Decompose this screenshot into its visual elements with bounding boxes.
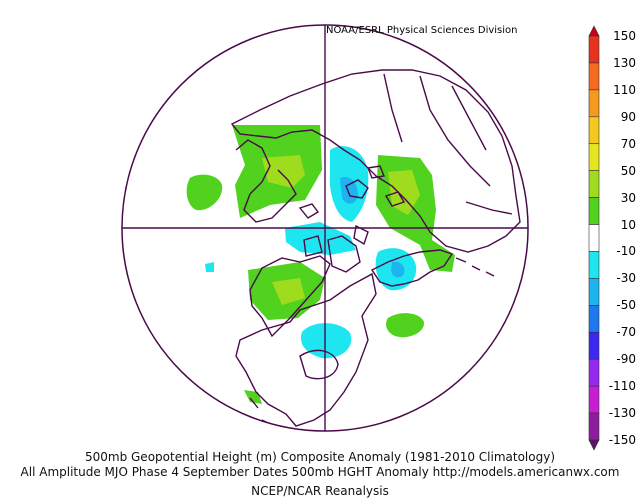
- colorbar-swatch: [588, 278, 600, 306]
- colorbar-top-arrow: [588, 25, 600, 37]
- colorbar-swatch: [588, 412, 600, 441]
- colorbar-swatch: [588, 224, 600, 252]
- europe-coast: [235, 139, 297, 223]
- colorbar-swatch: [588, 305, 600, 333]
- negative-anomaly-region: [300, 323, 352, 359]
- colorbar-tick-label: -130: [608, 406, 636, 421]
- positive-anomaly-core: [272, 278, 305, 305]
- map-title-line3: NCEP/NCAR Reanalysis: [251, 484, 389, 498]
- colorbar-tick-label: -30: [616, 271, 636, 286]
- colorbar-tick-label: 130: [613, 55, 636, 70]
- colorbar-swatch: [588, 331, 600, 360]
- colorbar-tick-label: 30: [620, 190, 636, 205]
- negative-anomaly-core: [391, 261, 405, 278]
- colorbar-tick-label: -70: [616, 325, 636, 340]
- positive-anomaly-core: [262, 155, 305, 188]
- positive-anomaly-region: [386, 313, 425, 338]
- colorbar-tick-label: -110: [608, 379, 636, 394]
- negative-anomaly-region: [205, 262, 214, 272]
- arctic-islands-coast: [345, 165, 406, 207]
- colorbar-swatch: [588, 197, 600, 225]
- credit-text: NOAA/ESRL Physical Sciences Division: [326, 25, 518, 36]
- colorbar-swatch: [588, 358, 600, 387]
- alaska-coast: [370, 249, 454, 287]
- greenland-coast: [249, 255, 331, 338]
- colorbar-tick-label: -10: [616, 244, 636, 259]
- colorbar-tick-label: 150: [613, 29, 636, 43]
- anomaly-field: [186, 125, 455, 404]
- colorbar-tick-label: -90: [616, 352, 636, 367]
- colorbar-swatch: [588, 251, 600, 279]
- colorbar-tick-label: 50: [620, 163, 636, 178]
- colorbar-bottom-arrow: [588, 439, 600, 451]
- canadian-archipelago-coast: [303, 224, 369, 273]
- colorbar: [588, 25, 600, 451]
- iceland-coast: [298, 203, 320, 219]
- positive-anomaly-core: [388, 170, 420, 215]
- negative-anomaly-region: [285, 222, 356, 255]
- colorbar-swatch: [588, 385, 600, 414]
- colorbar-tick-label: -50: [616, 298, 636, 313]
- colorbar-swatch: [588, 62, 600, 91]
- colorbar-swatch: [588, 170, 600, 198]
- coastlines: [230, 69, 521, 431]
- positive-anomaly-region: [186, 174, 223, 211]
- colorbar-tick-label: 110: [613, 82, 636, 97]
- map-title-line2: All Amplitude MJO Phase 4 September Date…: [20, 465, 620, 479]
- colorbar-swatch: [588, 143, 600, 171]
- eurasia-coast: [230, 69, 521, 253]
- north-america-coast: [235, 272, 377, 427]
- colorbar-swatch: [588, 35, 600, 64]
- colorbar-tick-label: -150: [608, 433, 636, 447]
- aleutian-islands: [455, 257, 495, 277]
- colorbar-swatch: [588, 89, 600, 118]
- map-title-line1: 500mb Geopotential Height (m) Composite …: [84, 450, 555, 464]
- siberia-internal-borders: [383, 73, 513, 215]
- colorbar-tick-label: 10: [620, 217, 636, 232]
- colorbar-tick-label: 70: [620, 136, 636, 151]
- colorbar-swatch: [588, 116, 600, 145]
- hudson-bay-coast: [299, 349, 339, 380]
- colorbar-tick-label: 90: [620, 109, 636, 124]
